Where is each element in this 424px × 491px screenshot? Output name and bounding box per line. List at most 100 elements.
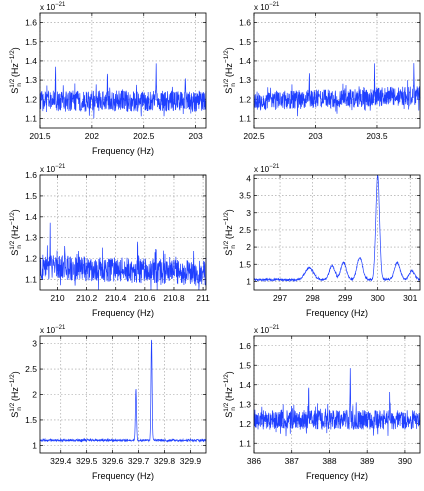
y-tick-label: 3: [32, 339, 37, 349]
x-tick-label: 210.2: [76, 293, 98, 303]
y-axis-label: S1/2n(Hz−1/2): [223, 371, 237, 418]
panel-6: 386 387 388 389 390 1.1 1.2 1.3 1.4 1.5 1.6x 10−21…: [223, 325, 421, 481]
plot-area: [40, 336, 206, 453]
x-tick-label: 329.8: [154, 456, 176, 466]
y-tick-label: 1.2: [25, 94, 37, 104]
y-tick-label: 1.2: [239, 419, 251, 429]
psd-trace: [39, 222, 207, 291]
y-tick-label: 1.5: [25, 37, 37, 47]
y-tick-label: 1.3: [239, 399, 251, 409]
y-tick-label: 1: [32, 440, 37, 450]
panel-4: 297 298 299 300 301 1 1.5 2 2.5 3 3.5 4x 10−21 S1/2n…: [223, 164, 421, 318]
scale-factor: x 10−21: [40, 325, 66, 335]
y-tick-label: 3: [246, 208, 251, 218]
psd-trace: [253, 368, 421, 437]
panel-1: 201.5 202 202.5 203 1.1 1.2 1.3 1.4 1.5 1.6x 10−2…: [9, 2, 207, 156]
x-tick-label: 299: [338, 293, 352, 303]
y-tick-label: 2: [32, 390, 37, 400]
x-tick-label: 211: [196, 293, 210, 303]
x-tick-label: 203.5: [366, 131, 388, 141]
scale-factor: x 10−21: [254, 2, 280, 12]
y-tick-label: 1.4: [25, 212, 37, 222]
y-tick-label: 2.5: [239, 225, 251, 235]
y-tick-label: 1.5: [239, 360, 251, 370]
x-tick-label: 210: [50, 293, 64, 303]
x-axis-label: Frequency (Hz): [92, 146, 154, 156]
panel-2: 202.5 203 203.5 1.1 1.2 1.3 1.4 1.5 1.6x 10−21 S1…: [223, 2, 421, 141]
psd-trace: [39, 339, 207, 443]
y-tick-label: 1.5: [239, 37, 251, 47]
x-axis-label: Frequency (Hz): [92, 471, 154, 481]
y-tick-label: 1.6: [25, 170, 37, 180]
x-tick-label: 202.5: [243, 131, 265, 141]
scale-factor: x 10−21: [40, 164, 66, 174]
x-tick-label: 300: [371, 293, 385, 303]
axes-frame: [253, 12, 421, 129]
y-axis-label: S1/2n(Hz−1/2): [223, 209, 237, 256]
x-tick-label: 202.5: [133, 131, 155, 141]
plot-area: [254, 175, 420, 290]
x-axis-label: Frequency (Hz): [306, 471, 368, 481]
y-tick-label: 1.4: [239, 56, 251, 66]
scale-factor: x 10−21: [254, 325, 280, 335]
y-tick-label: 1.5: [25, 415, 37, 425]
y-tick-label: 1.6: [239, 341, 251, 351]
x-tick-label: 301: [403, 293, 417, 303]
x-axis-label: Frequency (Hz): [92, 308, 154, 318]
x-tick-label: 388: [322, 456, 336, 466]
y-axis-label: S1/2n(Hz−1/2): [9, 47, 23, 94]
y-axis-label: S1/2n(Hz−1/2): [9, 209, 23, 256]
plot-area: [254, 336, 420, 453]
x-tick-label: 390: [398, 456, 412, 466]
x-tick-label: 387: [285, 456, 299, 466]
x-tick-label: 298: [305, 293, 319, 303]
x-tick-label: 329.7: [128, 456, 150, 466]
psd-trace: [39, 63, 207, 119]
y-axis-label: S1/2n(Hz−1/2): [9, 371, 23, 418]
y-tick-label: 1.6: [239, 18, 251, 28]
y-axis-label: S1/2n(Hz−1/2): [223, 47, 237, 94]
x-tick-label: 203: [308, 131, 322, 141]
y-tick-label: 2: [246, 242, 251, 252]
y-tick-label: 1.3: [239, 75, 251, 85]
y-tick-label: 1.4: [239, 380, 251, 390]
y-tick-label: 1.1: [25, 275, 37, 285]
scale-factor: x 10−21: [254, 164, 280, 174]
x-tick-label: 329.9: [180, 456, 202, 466]
y-tick-label: 1.3: [25, 75, 37, 85]
y-tick-label: 1.1: [239, 438, 251, 448]
y-tick-label: 1: [246, 276, 251, 286]
x-tick-label: 297: [273, 293, 287, 303]
scale-factor: x 10−21: [40, 2, 66, 12]
x-tick-label: 201.5: [29, 131, 51, 141]
axes-frame: [253, 335, 421, 454]
x-tick-label: 210.4: [105, 293, 127, 303]
y-tick-label: 1.1: [239, 113, 251, 123]
y-tick-label: 1.2: [25, 254, 37, 264]
x-tick-label: 210.6: [134, 293, 156, 303]
y-tick-label: 1.6: [25, 18, 37, 28]
x-tick-label: 329.5: [76, 456, 98, 466]
panel-3: 210 210.2 210.4 210.6 210.8 211 1.1 1.2 1.3 1.4 1.…: [9, 164, 210, 318]
axes-frame: [39, 335, 207, 454]
y-tick-label: 1.4: [25, 56, 37, 66]
psd-trace: [253, 63, 421, 117]
x-tick-label: 203: [189, 131, 203, 141]
panel-5: 329.4 329.5 329.6 329.7 329.8 329.9 1 1.5 2 2.5 3x…: [9, 325, 207, 481]
y-tick-label: 1.2: [239, 94, 251, 104]
axes-frame: [39, 174, 207, 291]
axes-frame: [253, 174, 421, 291]
axes-frame: [39, 12, 207, 129]
x-tick-label: 202: [85, 131, 99, 141]
x-tick-label: 329.6: [102, 456, 124, 466]
plot-area: [40, 13, 206, 128]
x-tick-label: 210.8: [163, 293, 185, 303]
y-tick-label: 1.1: [25, 113, 37, 123]
y-tick-label: 1.5: [239, 259, 251, 269]
x-tick-label: 329.4: [50, 456, 72, 466]
x-tick-label: 386: [247, 456, 261, 466]
x-tick-label: 389: [360, 456, 374, 466]
x-axis-label: Frequency (Hz): [306, 308, 368, 318]
y-tick-label: 1.3: [25, 233, 37, 243]
